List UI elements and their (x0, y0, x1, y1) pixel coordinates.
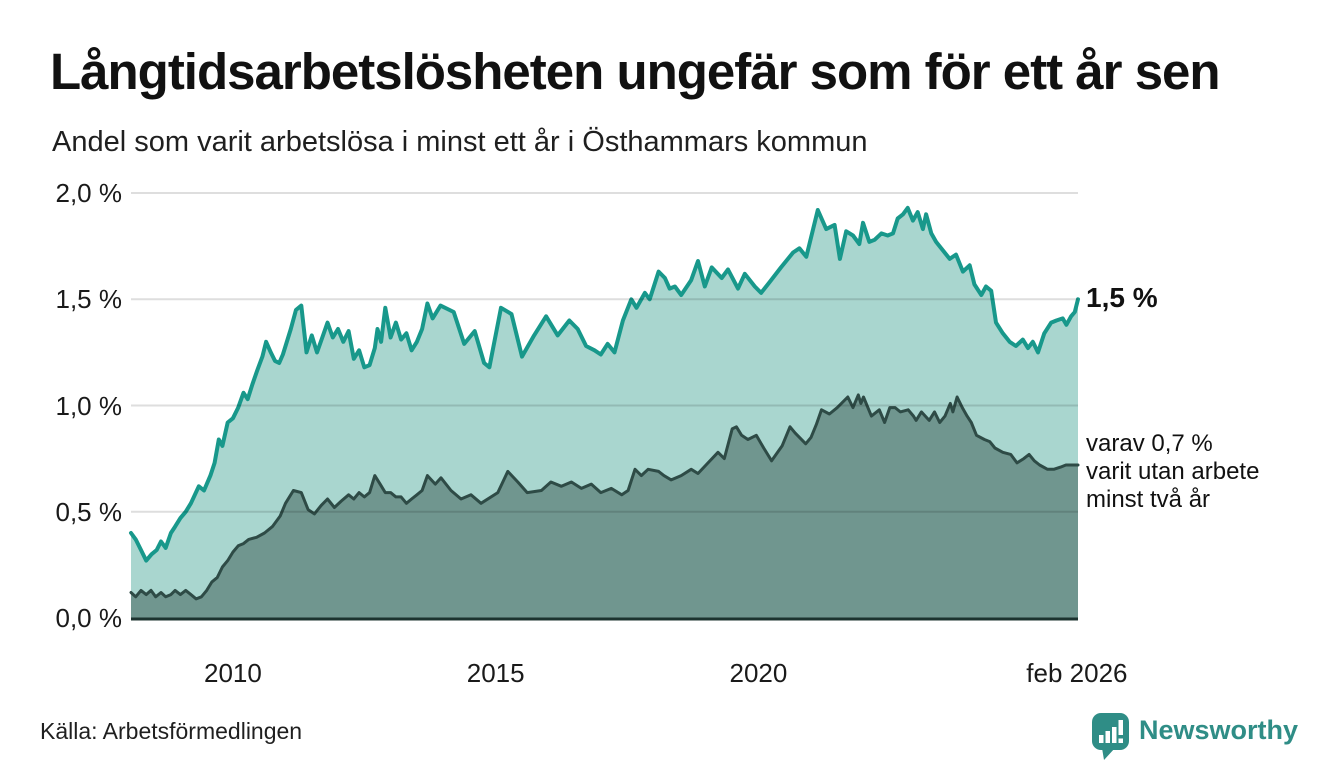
newsworthy-logo-icon (1091, 712, 1131, 765)
x-tick-label: 2015 (466, 658, 525, 688)
annotation-line: minst två år (1086, 486, 1211, 513)
x-tick-label: 2010 (204, 658, 262, 688)
line-series-1 (129, 205, 1080, 563)
brand-name: Newsworthy (1138, 715, 1298, 745)
x-tick-label: 2020 (729, 658, 788, 688)
x-tick-label: feb 2026 (1026, 658, 1128, 688)
annotation-line: varav 0,7 % (1086, 430, 1213, 457)
y-tick-label: 2,0 % (55, 178, 123, 208)
brand-lockup: Newsworthy (1091, 710, 1298, 760)
source-note: Källa: Arbetsförmedlingen (40, 718, 303, 744)
line-series-2 (129, 393, 1080, 601)
annotation-line: varit utan arbete (1086, 458, 1260, 485)
y-tick-label: 1,5 % (55, 284, 123, 315)
y-tick-label: 0,5 % (55, 496, 123, 527)
y-tick-label: 1,0 % (55, 390, 123, 421)
y-tick-label: 0,0 % (55, 603, 123, 633)
area-fill-series-2 (131, 394, 1078, 618)
series-end-label-one-year: 1,5 % (1086, 282, 1158, 313)
chart-subtitle: Andel som varit arbetslösa i minst ett å… (52, 126, 868, 158)
page-title: Långtidsarbetslösheten ungefär som för e… (50, 43, 1221, 100)
series-end-label-two-years: varav 0,7 % varit utan arbete minst två år (1086, 430, 1326, 514)
